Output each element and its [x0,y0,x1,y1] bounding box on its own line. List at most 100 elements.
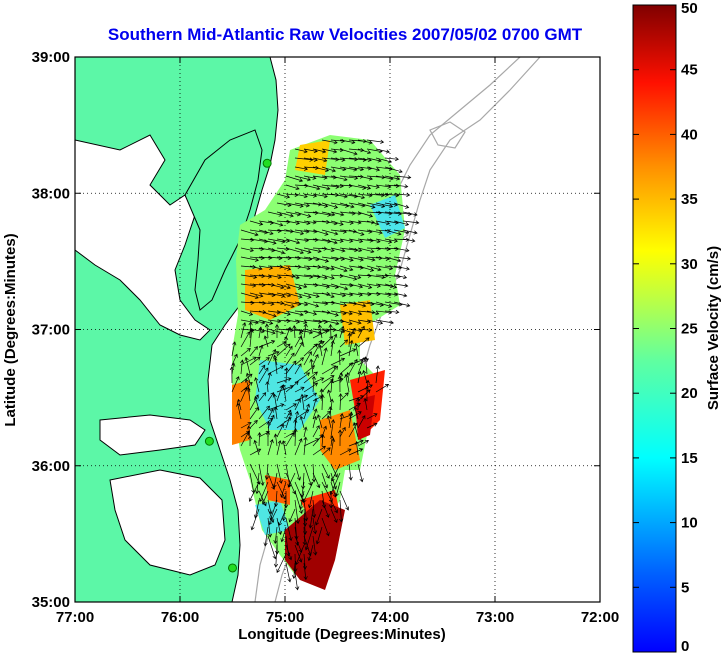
velocity-arrow [285,310,304,317]
velocity-arrow [285,192,299,198]
velocity-arrow [357,337,370,348]
velocity-arrow [312,445,326,456]
velocity-arrow [303,310,318,316]
velocity-arrow [258,405,270,420]
velocity-arrow [366,202,386,209]
velocity-arrow [240,421,252,429]
radar-sites [204,158,272,573]
velocity-arrow [312,330,329,339]
velocity-arrow [321,157,340,162]
velocity-arrow [244,378,251,393]
x-tick-label: 72:00 [581,609,619,626]
velocity-arrow [303,351,312,366]
velocity-arrow [276,310,291,316]
colorbar-tick-label: 35 [681,191,698,208]
velocity-arrow [240,381,253,393]
velocity-arrow [267,392,275,402]
velocity-arrow [267,372,272,384]
velocity-arrow [338,393,343,411]
velocity-arrow [348,166,365,172]
radar-site-marker [228,563,237,573]
velocity-arrow [339,274,358,281]
velocity-arrow [312,425,320,438]
y-tick-label: 35:00 [32,594,70,611]
velocity-arrow [267,439,274,456]
velocity-arrow [316,414,323,429]
velocity-arrow [357,389,371,402]
velocity-arrow [366,220,380,226]
velocity-arrow [375,192,390,197]
velocity-arrow [330,508,338,524]
velocity-arrow [348,422,358,438]
velocity-arrow [249,394,259,411]
velocity-arrow [258,364,266,375]
x-tick-label: 75:00 [266,609,304,626]
velocity-patch [295,140,330,175]
velocity-arrow [303,392,318,402]
velocity-arrow [348,327,356,339]
velocity-arrow [258,310,277,318]
velocity-arrow [339,283,354,288]
velocity-arrow [357,328,373,333]
velocity-arrow [285,283,303,290]
velocity-arrow [281,499,287,522]
velocity-arrow [312,256,330,263]
velocity-patch [245,265,300,320]
velocity-arrow [348,310,363,316]
velocity-arrow [276,301,295,309]
velocity-arrow [267,508,275,523]
velocity-arrow [249,356,261,366]
velocity-arrow [258,463,265,486]
colorbar-tick-label: 25 [681,321,698,338]
velocity-arrow [330,419,336,438]
velocity-arrow [357,384,373,393]
x-axis: 77:00 76:00 75:00 74:00 73:00 72:00 [56,57,619,626]
velocity-arrow [294,398,301,411]
velocity-arrow [312,472,321,489]
velocity-arrow [267,517,273,538]
velocity-arrow [357,265,375,272]
velocity-arrow [330,157,346,162]
velocity-arrow [375,384,390,393]
velocity-arrow [339,247,359,253]
velocity-arrow [267,274,282,280]
velocity-arrow [357,325,365,339]
velocity-arrow [258,392,267,402]
colorbar-label: Surface Velocity (cm/s) [705,246,722,410]
velocity-arrow [276,440,282,456]
velocity-arrow [330,365,339,375]
velocity-arrow [303,301,320,308]
velocity-arrow [375,273,389,278]
velocity-arrow [334,481,341,497]
velocity-arrow [276,246,290,252]
velocity-arrow [285,229,305,236]
velocity-arrow [357,247,375,254]
velocity-arrow [384,238,398,243]
x-tick-label: 76:00 [161,609,199,626]
velocity-arrow [375,148,390,154]
velocity-arrow [393,211,412,217]
velocity-arrow [329,379,334,393]
velocity-arrow [312,408,318,420]
velocity-arrow [339,426,346,438]
velocity-arrow [258,247,276,253]
velocity-arrow [327,389,332,402]
velocity-arrow [236,402,242,420]
y-axis-label: Latitude (Degrees:Minutes) [2,233,19,426]
velocity-arrow [321,211,336,217]
velocity-arrow [276,343,291,357]
velocity-arrow [357,238,374,243]
velocity-arrow [357,439,370,447]
velocity-arrow [348,157,367,162]
velocity-arrow [330,357,346,366]
velocity-arrow [281,384,287,402]
velocity-arrow [300,393,305,411]
velocity-arrow [339,339,349,348]
velocity-arrow [303,403,311,420]
velocity-arrow [348,301,367,308]
velocity-arrow [312,229,329,236]
velocity-arrow [285,412,293,429]
velocity-arrow [249,406,259,420]
velocity-arrow [255,472,260,495]
velocity-arrow [339,490,350,511]
